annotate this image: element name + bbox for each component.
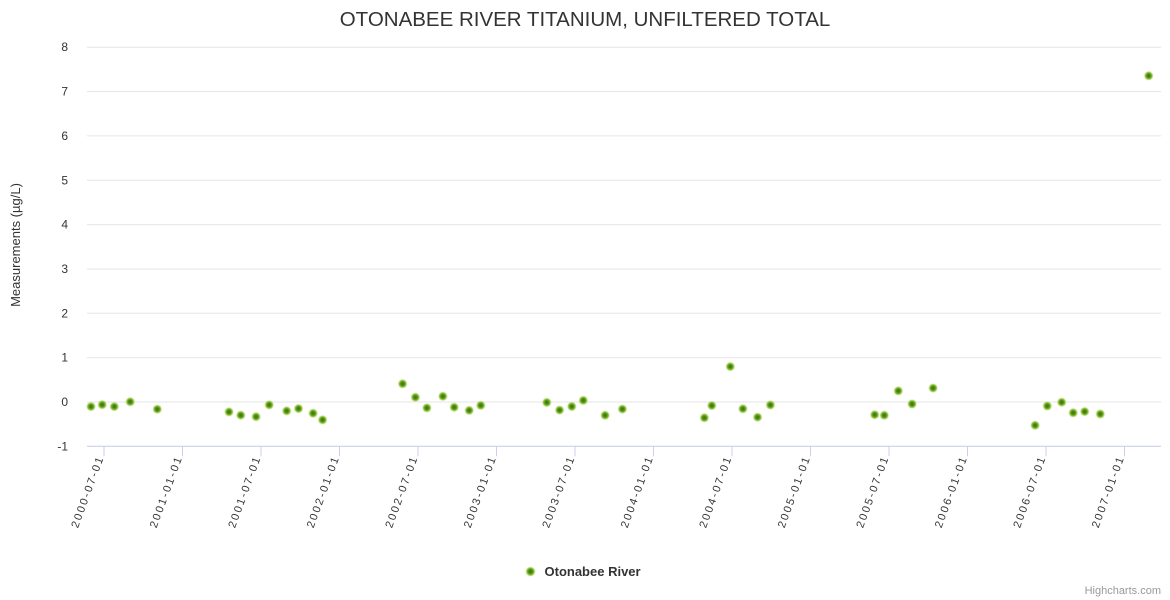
svg-text:2001-01-01: 2001-01-01	[148, 454, 185, 530]
svg-text:2004-07-01: 2004-07-01	[697, 454, 734, 530]
svg-text:6: 6	[61, 129, 68, 143]
svg-text:2005-01-01: 2005-01-01	[776, 454, 813, 530]
svg-text:5: 5	[61, 173, 68, 187]
svg-text:7: 7	[61, 85, 68, 99]
svg-text:2007-01-01: 2007-01-01	[1090, 454, 1127, 530]
svg-text:2006-01-01: 2006-01-01	[933, 454, 970, 530]
svg-text:Otonabee River: Otonabee River	[545, 564, 641, 579]
svg-text:4: 4	[61, 218, 68, 232]
svg-text:Measurements (µg/L): Measurements (µg/L)	[8, 183, 23, 307]
svg-text:2003-01-01: 2003-01-01	[462, 454, 499, 530]
svg-text:2000-07-01: 2000-07-01	[69, 454, 106, 530]
svg-text:8: 8	[61, 40, 68, 54]
svg-text:2006-07-01: 2006-07-01	[1011, 454, 1048, 530]
svg-text:2: 2	[61, 306, 68, 320]
svg-text:2001-07-01: 2001-07-01	[226, 454, 263, 530]
svg-text:Highcharts.com: Highcharts.com	[1085, 585, 1161, 597]
svg-text:2002-01-01: 2002-01-01	[305, 454, 342, 530]
svg-text:1: 1	[61, 351, 68, 365]
svg-text:2002-07-01: 2002-07-01	[383, 454, 420, 530]
svg-text:2003-07-01: 2003-07-01	[540, 454, 577, 530]
svg-text:2004-01-01: 2004-01-01	[619, 454, 656, 530]
svg-text:OTONABEE RIVER TITANIUM, UNFIL: OTONABEE RIVER TITANIUM, UNFILTERED TOTA…	[340, 8, 831, 31]
svg-text:3: 3	[61, 262, 68, 276]
svg-text:2005-07-01: 2005-07-01	[854, 454, 891, 530]
svg-text:0: 0	[61, 395, 68, 409]
svg-text:-1: -1	[57, 439, 68, 453]
